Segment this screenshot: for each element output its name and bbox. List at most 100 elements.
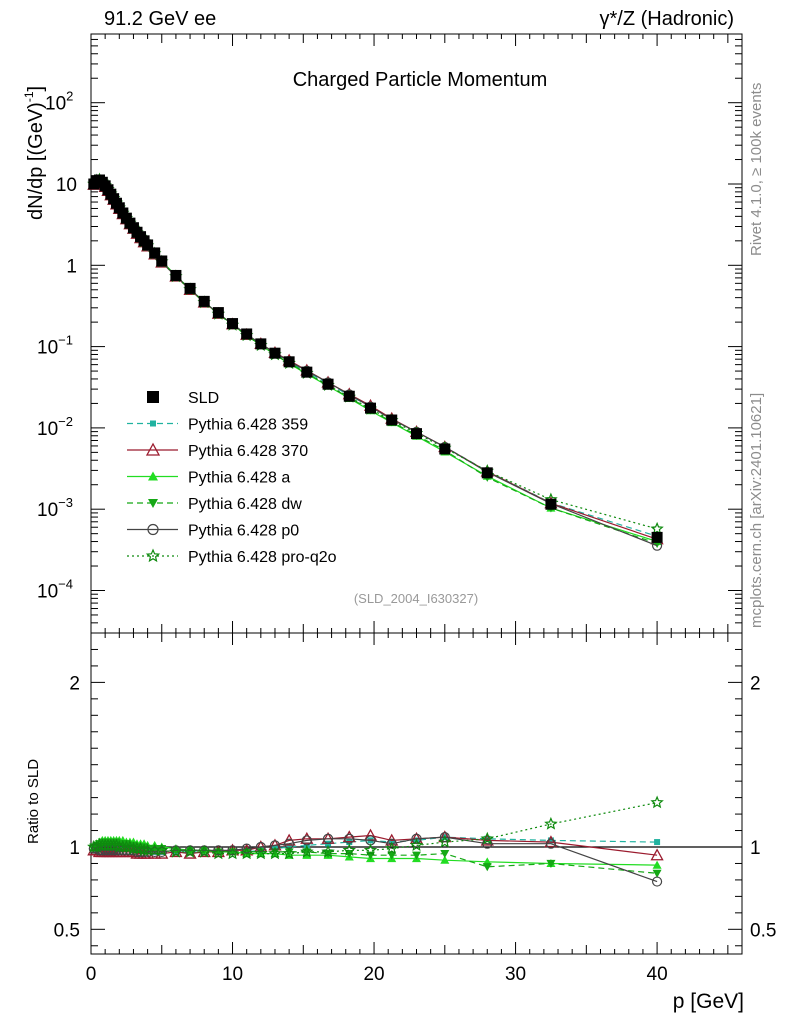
ratio-point bbox=[546, 859, 556, 868]
ratio-plot-frame bbox=[90, 632, 743, 955]
data-point bbox=[651, 531, 663, 543]
legend-label: Pythia 6.428 359 bbox=[188, 417, 308, 434]
ratio-point bbox=[654, 839, 661, 846]
legend-marker bbox=[148, 499, 158, 508]
ratio-point bbox=[344, 833, 355, 844]
ratio-point bbox=[157, 845, 167, 854]
legend-label: SLD bbox=[188, 390, 219, 407]
header-left: 91.2 GeV ee bbox=[104, 8, 217, 30]
ratio-point bbox=[183, 844, 197, 858]
ratio-point bbox=[545, 838, 557, 849]
series-main-pythia-6-428-p0 bbox=[88, 175, 663, 551]
x-tick-label: 40 bbox=[647, 964, 668, 985]
series-ratio-pythia-6-428-pro-q2o bbox=[87, 795, 664, 860]
data-point bbox=[283, 356, 295, 368]
series-line bbox=[93, 836, 658, 883]
series-main-pythia-6-428-370 bbox=[87, 174, 664, 545]
data-point bbox=[343, 390, 355, 402]
data-point bbox=[269, 347, 281, 359]
ratio-y-tick-label-right: 0.5 bbox=[750, 920, 776, 941]
ratio-point bbox=[301, 835, 312, 846]
data-point bbox=[255, 338, 267, 350]
y-tick-label: 10−1 bbox=[37, 333, 73, 359]
x-tick-label: 30 bbox=[505, 964, 526, 985]
ratio-point bbox=[386, 838, 397, 849]
ratio-point bbox=[227, 845, 238, 856]
legend-label: Pythia 6.428 p0 bbox=[188, 523, 299, 540]
ratio-point bbox=[439, 832, 450, 843]
ratio-point bbox=[650, 795, 664, 809]
data-point bbox=[481, 467, 493, 479]
series-main-sld bbox=[88, 174, 663, 543]
ratio-point bbox=[254, 846, 268, 860]
legend-item: Pythia 6.428 dw bbox=[127, 496, 302, 513]
data-point bbox=[439, 443, 451, 455]
ratio-point bbox=[268, 846, 282, 860]
legend-item: Pythia 6.428 359 bbox=[127, 417, 308, 434]
series-line bbox=[93, 180, 658, 547]
ratio-y-tick-label: 1 bbox=[69, 838, 80, 859]
legend-label: Pythia 6.428 pro-q2o bbox=[188, 549, 337, 566]
x-tick-label: 0 bbox=[86, 964, 97, 985]
y-tick-label: 10 bbox=[56, 175, 77, 196]
ratio-point bbox=[650, 848, 664, 861]
ratio-point bbox=[544, 835, 558, 848]
ratio-point bbox=[651, 876, 663, 887]
x-axis-label: p [GeV] bbox=[673, 990, 744, 1013]
ratio-point bbox=[411, 833, 422, 844]
legend-marker bbox=[145, 442, 161, 456]
ratio-point bbox=[321, 844, 335, 858]
series-main-pythia-6-428-359 bbox=[90, 176, 661, 540]
ratio-point bbox=[412, 851, 421, 860]
ratio-point bbox=[225, 846, 240, 860]
analysis-label: (SLD_2004_I630327) bbox=[354, 591, 478, 606]
data-point bbox=[212, 307, 224, 319]
ratio-point bbox=[269, 840, 281, 851]
ratio-point bbox=[652, 860, 662, 869]
y-tick-label: 10−2 bbox=[37, 414, 73, 440]
legend-marker bbox=[148, 471, 158, 481]
ratio-point bbox=[119, 839, 134, 853]
ratio-point bbox=[241, 843, 252, 854]
data-point bbox=[322, 378, 334, 390]
data-point bbox=[365, 402, 377, 414]
ratio-y-tick-label: 0.5 bbox=[54, 920, 80, 941]
ratio-point bbox=[169, 844, 183, 858]
series-line bbox=[93, 178, 658, 543]
ratio-point bbox=[284, 848, 294, 857]
main-plot-frame bbox=[90, 33, 743, 634]
header-right: γ*/Z (Hadronic) bbox=[599, 8, 734, 30]
chart-title: Charged Particle Momentum bbox=[293, 69, 548, 91]
series-main-pythia-6-428-dw bbox=[89, 175, 662, 549]
legend-item: Pythia 6.428 a bbox=[127, 470, 290, 487]
legend-item: Pythia 6.428 pro-q2o bbox=[127, 548, 337, 566]
ratio-point bbox=[547, 837, 554, 844]
x-tick-label: 20 bbox=[363, 964, 384, 985]
y-tick-label: 10−4 bbox=[37, 576, 73, 602]
y-tick-label: 1 bbox=[66, 256, 77, 277]
series-line bbox=[93, 178, 658, 537]
legend-item: Pythia 6.428 p0 bbox=[127, 523, 299, 540]
ratio-point bbox=[300, 844, 314, 858]
legend-marker bbox=[147, 523, 159, 536]
series-main-pythia-6-428-a bbox=[89, 174, 662, 546]
ratio-point bbox=[197, 844, 211, 858]
ratio-point bbox=[155, 843, 169, 856]
ratio-point bbox=[480, 831, 495, 845]
series-line bbox=[93, 802, 658, 855]
series-line bbox=[93, 178, 658, 545]
series-line bbox=[93, 178, 658, 530]
ratio-y-tick-label-right: 1 bbox=[750, 838, 761, 859]
ratio-point bbox=[213, 845, 224, 856]
ratio-point bbox=[150, 845, 160, 854]
ratio-point bbox=[137, 843, 151, 856]
ratio-point bbox=[282, 846, 296, 860]
ratio-point bbox=[322, 833, 334, 844]
data-point bbox=[301, 366, 313, 378]
data-point bbox=[149, 247, 161, 259]
ratio-point bbox=[256, 848, 266, 857]
legend-label: Pythia 6.428 a bbox=[188, 470, 290, 487]
legend-label: Pythia 6.428 dw bbox=[188, 496, 302, 513]
data-point bbox=[184, 282, 196, 294]
